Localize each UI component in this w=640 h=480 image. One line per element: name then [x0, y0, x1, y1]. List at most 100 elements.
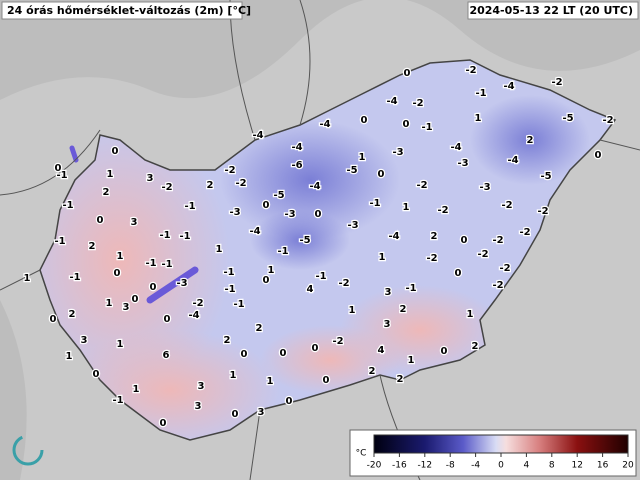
- station-value: -5: [562, 113, 573, 124]
- station-value: 3: [123, 302, 130, 313]
- station-value: 1: [475, 113, 482, 124]
- station-value: -2: [332, 336, 343, 347]
- station-value: 0: [150, 282, 157, 293]
- station-value: -2: [416, 180, 427, 191]
- station-value: 0: [404, 68, 411, 79]
- station-value: -4: [309, 181, 320, 192]
- station-value: -2: [477, 249, 488, 260]
- station-value: 0: [286, 396, 293, 407]
- colorbar: [373, 434, 629, 454]
- station-value: -1: [369, 198, 380, 209]
- station-value: 6: [163, 350, 170, 361]
- station-value: 0: [461, 235, 468, 246]
- colorbar-tick-label: -8: [446, 461, 455, 471]
- station-value: -4: [388, 231, 399, 242]
- station-value: -3: [457, 158, 468, 169]
- station-value: 3: [195, 401, 202, 412]
- station-value: -5: [299, 235, 310, 246]
- station-value: 2: [397, 374, 404, 385]
- station-value: -2: [224, 165, 235, 176]
- station-value: 2: [224, 335, 231, 346]
- station-value: -1: [405, 283, 416, 294]
- station-value: -2: [551, 77, 562, 88]
- station-value: -1: [62, 200, 73, 211]
- timestamp-box: [467, 1, 639, 20]
- colorbar-tick-label: -16: [392, 461, 407, 471]
- station-value: 1: [117, 251, 124, 262]
- station-value: 3: [385, 287, 392, 298]
- station-value: 0: [315, 209, 322, 220]
- station-value: 0: [164, 314, 171, 325]
- station-value: 2: [472, 341, 479, 352]
- colorbar-tick-label: 20: [622, 461, 634, 471]
- station-value: 3: [147, 173, 154, 184]
- station-value: 1: [403, 202, 410, 213]
- station-value: 0: [93, 369, 100, 380]
- station-value: 0: [441, 346, 448, 357]
- station-value: 1: [216, 244, 223, 255]
- station-value: 2: [527, 135, 534, 146]
- station-value: -3: [176, 278, 187, 289]
- station-value: -1: [184, 201, 195, 212]
- station-value: -1: [421, 122, 432, 133]
- station-value: -2: [465, 65, 476, 76]
- station-value: -2: [437, 205, 448, 216]
- station-value: 1: [66, 351, 73, 362]
- station-value: -2: [338, 278, 349, 289]
- colorbar-ticks: -20 -16 -12 -8 -4 0 4 8 12 16 20: [367, 453, 634, 471]
- lake: [69, 145, 79, 163]
- lake: [146, 266, 199, 304]
- station-value: 2: [103, 187, 110, 198]
- station-value: 0: [361, 115, 368, 126]
- station-value: 0: [455, 268, 462, 279]
- colorbar-tick-label: 8: [549, 461, 555, 471]
- colorbar-tick-label: 12: [571, 461, 582, 471]
- station-value: 3: [81, 335, 88, 346]
- station-value: -4: [249, 226, 260, 237]
- station-value: -4: [507, 155, 518, 166]
- station-value: 1: [24, 273, 31, 284]
- station-value: -4: [450, 142, 461, 153]
- station-value: 4: [307, 284, 314, 295]
- station-value: 3: [198, 381, 205, 392]
- station-value: -2: [235, 178, 246, 189]
- colorbar-tick-label: -4: [471, 461, 480, 471]
- station-value: -1: [69, 272, 80, 283]
- station-value: 1: [106, 298, 113, 309]
- colorbar-tick-label: 0: [498, 461, 504, 471]
- station-value: -1: [224, 284, 235, 295]
- station-value: -2: [602, 115, 613, 126]
- station-value: 1: [107, 169, 114, 180]
- station-value: 1: [268, 265, 275, 276]
- station-value: -1: [161, 259, 172, 270]
- station-value: 0: [232, 409, 239, 420]
- station-value: 0: [55, 163, 62, 174]
- station-value: -3: [229, 207, 240, 218]
- station-value: -3: [284, 209, 295, 220]
- station-value: -4: [386, 96, 397, 107]
- station-value: -6: [291, 160, 302, 171]
- terrain-relief: [0, 300, 27, 480]
- station-value: 3: [258, 407, 265, 418]
- station-value: -4: [291, 142, 302, 153]
- station-value: -5: [540, 171, 551, 182]
- station-value: -1: [233, 299, 244, 310]
- station-value: 2: [431, 231, 438, 242]
- station-value: -2: [519, 227, 530, 238]
- station-value: 0: [112, 146, 119, 157]
- station-value: -4: [252, 130, 263, 141]
- station-value: -3: [479, 182, 490, 193]
- station-value: -1: [179, 231, 190, 242]
- station-value: -1: [54, 236, 65, 247]
- station-value: 0: [280, 348, 287, 359]
- station-value: -1: [112, 395, 123, 406]
- colorbar-unit: °C: [356, 449, 367, 459]
- station-value: -2: [537, 206, 548, 217]
- station-value: -1: [277, 246, 288, 257]
- station-value: -4: [188, 310, 199, 321]
- station-value: 2: [69, 309, 76, 320]
- station-value: -2: [161, 182, 172, 193]
- station-value: 3: [131, 217, 138, 228]
